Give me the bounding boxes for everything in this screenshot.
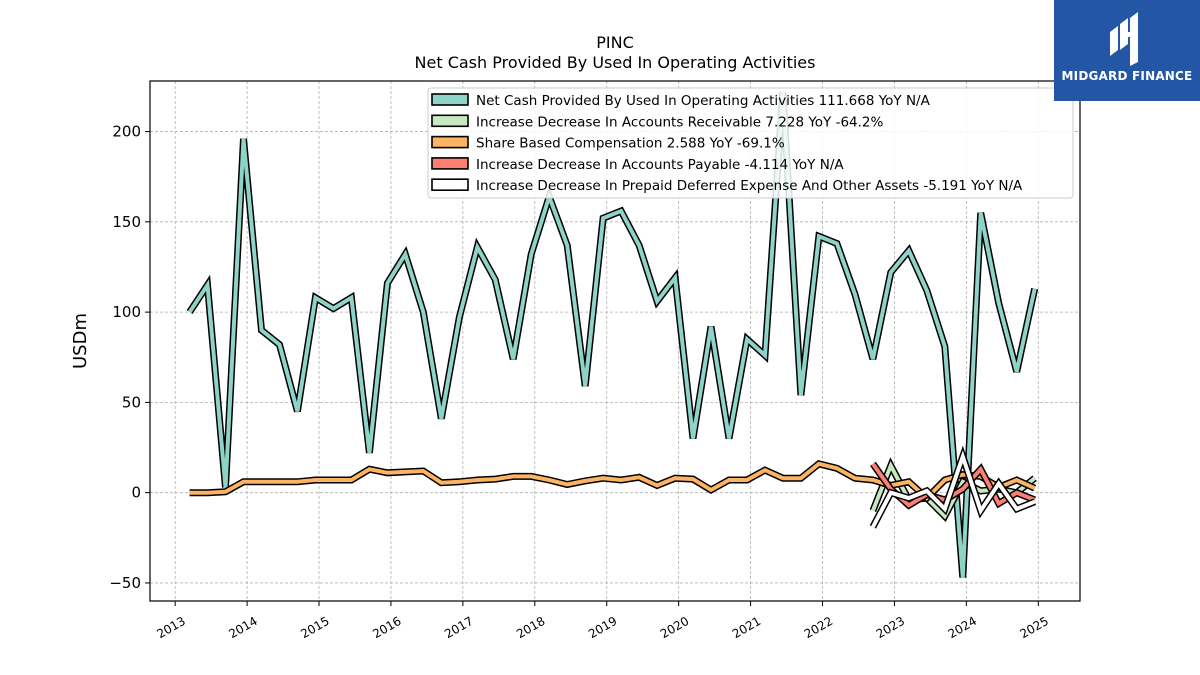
y-axis-ticks: −50 0 50 100 150 200 <box>109 123 150 592</box>
legend: Net Cash Provided By Used In Operating A… <box>427 87 1074 199</box>
x-tick-label: 2017 <box>442 614 475 641</box>
brand-logo: MIDGARD FINANCE <box>1054 0 1200 101</box>
legend-swatch <box>431 135 469 149</box>
legend-swatch <box>431 114 469 128</box>
legend-label: Increase Decrease In Prepaid Deferred Ex… <box>476 178 1023 194</box>
x-tick-label: 2015 <box>298 614 331 641</box>
legend-swatch <box>431 178 469 191</box>
series-line <box>187 91 1037 578</box>
x-tick-label: 2025 <box>1018 614 1051 641</box>
x-tick-label: 2020 <box>658 614 691 641</box>
x-tick-label: 2014 <box>226 614 259 641</box>
x-tick-label: 2018 <box>514 614 547 641</box>
series-lines <box>186 91 1039 578</box>
x-axis-ticks: 2013 2014 2015 2016 2017 2018 2019 2020 2021 2022… <box>154 601 1051 641</box>
logo-mark-icon <box>1110 12 1138 66</box>
x-tick-label: 2021 <box>730 614 763 641</box>
x-tick-label: 2013 <box>154 614 187 641</box>
y-tick-label: 0 <box>131 484 141 502</box>
legend-label: Net Cash Provided By Used In Operating A… <box>476 93 931 109</box>
x-tick-label: 2024 <box>946 614 979 641</box>
y-tick-label: 50 <box>122 393 141 411</box>
chart-subtitle: Net Cash Provided By Used In Operating A… <box>415 53 816 72</box>
x-tick-label: 2023 <box>874 614 907 641</box>
legend-label: Increase Decrease In Accounts Payable -4… <box>476 157 844 173</box>
legend-label: Increase Decrease In Accounts Receivable… <box>476 114 884 130</box>
y-tick-label: 100 <box>112 303 141 321</box>
x-tick-label: 2016 <box>370 614 403 641</box>
legend-swatch <box>431 157 469 170</box>
series-line <box>871 450 1036 528</box>
legend-label: Share Based Compensation 2.588 YoY -69.1… <box>476 136 785 152</box>
y-tick-label: −50 <box>109 574 141 592</box>
y-tick-label: 150 <box>112 213 141 231</box>
chart-title: PINC <box>596 33 634 52</box>
y-tick-label: 200 <box>112 123 141 141</box>
series-line <box>189 461 1036 501</box>
logo-text: MIDGARD FINANCE <box>1061 69 1193 83</box>
legend-swatch <box>431 93 469 106</box>
legend-box <box>427 87 1074 199</box>
y-axis-label: USDm <box>70 313 91 369</box>
x-tick-label: 2022 <box>802 614 835 641</box>
series-0 <box>186 91 1039 578</box>
plot-frame <box>149 80 1081 602</box>
series-4 <box>869 445 1036 529</box>
x-tick-label: 2019 <box>586 614 619 641</box>
series-2 <box>189 459 1037 503</box>
